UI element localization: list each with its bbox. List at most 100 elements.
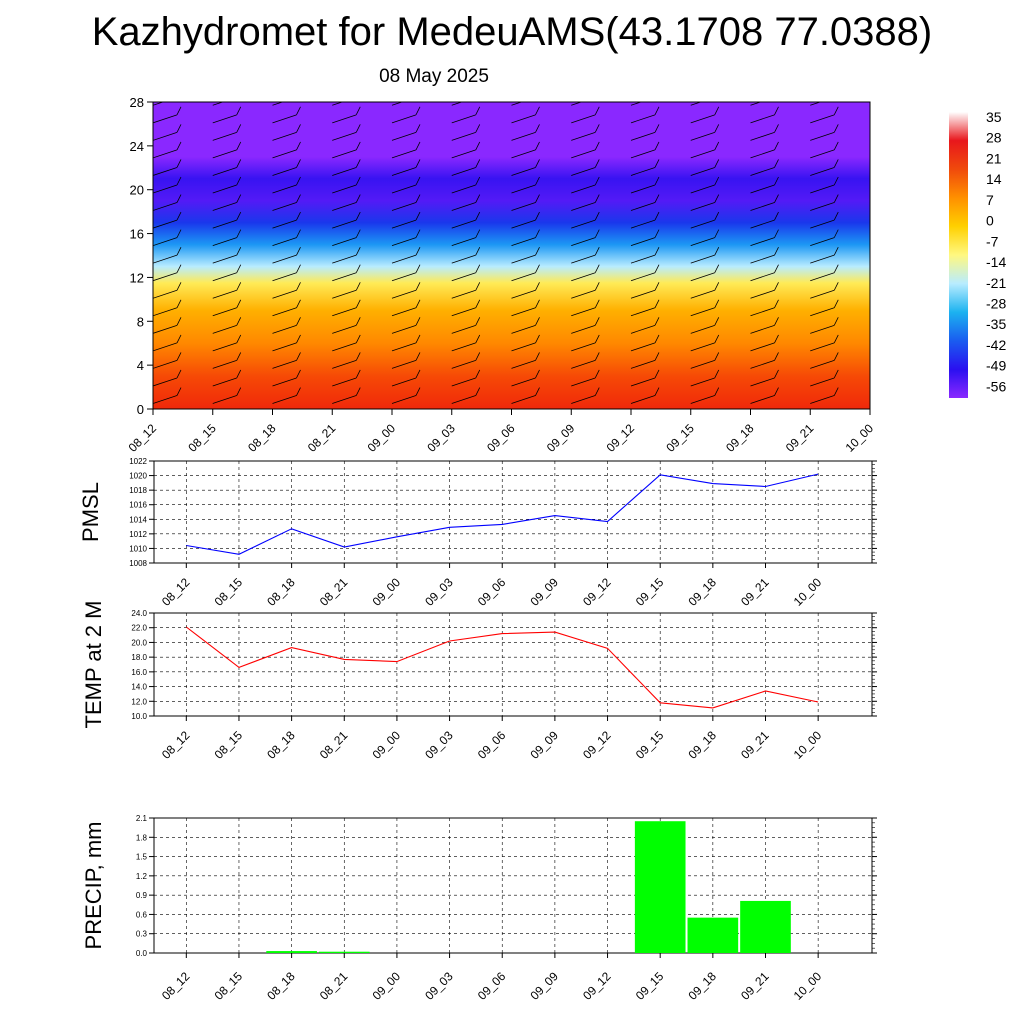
x-tick-label: 08_15 [212, 969, 246, 1003]
wind-barbs [153, 102, 870, 404]
y-tick-label: 18.0 [131, 653, 147, 662]
plot-frame [153, 612, 873, 717]
y-tick-label: 0.3 [136, 930, 148, 939]
colorbar-label: 28 [986, 130, 1002, 146]
plot-frame [153, 460, 873, 564]
precip-bar [687, 917, 739, 953]
x-tick-label: 09_21 [738, 575, 772, 609]
x-tick-label: 09_09 [528, 969, 562, 1003]
series-line [185, 626, 819, 709]
y-tick-label: 1014 [129, 515, 147, 524]
y-tick-label: 20 [130, 183, 144, 198]
y-tick-label: 0.0 [136, 949, 148, 958]
x-tick-label: 08_15 [212, 728, 246, 762]
x-tick-label: 08_18 [264, 575, 298, 609]
pmsl-panel: 1008 1010 1012 1014 1016 1018 1020 1022 08_12 08_… [78, 457, 877, 609]
x-tick-label: 09_03 [424, 421, 458, 455]
x-tick-label: 08_18 [245, 421, 279, 455]
precipitation-panel: 0.0 0.3 0.6 0.9 1.2 1.5 1.8 2.1 08_12 08_15 08_18 0… [81, 814, 877, 1003]
x-tick-label: 09_15 [633, 728, 667, 762]
y-tick-label: 20.0 [131, 638, 147, 647]
y-tick-label: 24 [130, 139, 144, 154]
x-tick-label: 08_21 [317, 969, 351, 1003]
precip-bar [634, 821, 686, 953]
x-tick-label: 09_12 [604, 421, 638, 455]
y-tick-label: 0.9 [136, 891, 148, 900]
x-tick-label: 09_00 [370, 575, 404, 609]
colorbar-label: -42 [986, 337, 1006, 353]
x-tick-label: 10_00 [843, 421, 877, 455]
x-tick-label: 08_21 [317, 575, 351, 609]
colorbar-label: -14 [986, 254, 1006, 270]
y-tick-label: 16.0 [131, 668, 147, 677]
colorbar: 35 28 21 14 7 0 -7 -14 -21 -28 -35 -42 -49 -56 [949, 109, 1006, 398]
x-tick-label: 09_09 [528, 728, 562, 762]
colorbar-label: -35 [986, 316, 1006, 332]
x-tick-label: 08_21 [305, 421, 339, 455]
colorbar-scale [949, 112, 968, 398]
y-tick-label: 4 [137, 358, 144, 373]
y-tick-label: 1.8 [136, 833, 148, 842]
y-tick-label: 1018 [129, 486, 147, 495]
temperature-field [153, 102, 870, 409]
colorbar-label: 35 [986, 109, 1002, 125]
y-tick-label: 1.5 [136, 853, 148, 862]
x-tick-label: 09_06 [475, 969, 509, 1003]
y-axis-label: PMSL [78, 482, 103, 542]
precip-bar [266, 951, 317, 953]
x-tick-label: 10_00 [791, 969, 825, 1003]
chart-subtitle: 08 May 2025 [379, 66, 489, 87]
cross-section-panel: 0 4 8 12 16 20 24 28 08_12 08_15 08_18 08_21 09_00 09… [126, 95, 877, 455]
x-tick-label: 08_12 [159, 575, 193, 609]
x-tick-label: 09_12 [580, 728, 614, 762]
colorbar-label: -7 [986, 233, 999, 249]
x-tick-label: 08_18 [264, 728, 298, 762]
x-tick-label: 09_03 [422, 728, 456, 762]
x-tick-label: 08_12 [159, 728, 193, 762]
x-tick-label: 08_12 [159, 969, 193, 1003]
colorbar-label: 21 [986, 150, 1002, 166]
x-tick-label: 09_00 [370, 728, 404, 762]
y-tick-label: 12.0 [131, 697, 147, 706]
y-tick-label: 10.0 [131, 712, 147, 721]
y-tick-label: 8 [137, 314, 144, 329]
x-tick-label: 09_06 [475, 575, 509, 609]
x-tick-label: 09_00 [370, 969, 404, 1003]
x-tick-label: 09_03 [422, 969, 456, 1003]
y-tick-label: 16 [130, 227, 144, 242]
y-tick-label: 1016 [129, 501, 147, 510]
x-tick-label: 09_18 [685, 575, 719, 609]
y-axis-label: TEMP at 2 M [81, 601, 106, 729]
y-tick-label: 12 [130, 270, 144, 285]
x-tick-label: 09_09 [544, 421, 578, 455]
y-tick-label: 14.0 [131, 683, 147, 692]
x-tick-label: 09_03 [422, 575, 456, 609]
x-tick-label: 08_15 [185, 421, 219, 455]
y-tick-label: 1012 [129, 530, 147, 539]
x-tick-label: 09_00 [365, 421, 399, 455]
colorbar-label: -21 [986, 275, 1006, 291]
x-tick-label: 08_21 [317, 728, 351, 762]
x-tick-label: 09_15 [633, 575, 667, 609]
y-tick-label: 28 [130, 95, 144, 110]
x-tick-label: 10_00 [791, 575, 825, 609]
y-tick-label: 24.0 [131, 609, 147, 618]
x-tick-label: 09_21 [783, 421, 817, 455]
y-tick-label: 0 [137, 402, 144, 417]
colorbar-label: 7 [986, 192, 994, 208]
y-tick-label: 1.2 [136, 872, 148, 881]
series-line [186, 473, 819, 555]
colorbar-label: -56 [986, 378, 1006, 394]
colorbar-label: 14 [986, 171, 1002, 187]
x-tick-label: 09_21 [738, 728, 772, 762]
x-tick-label: 08_15 [212, 575, 246, 609]
x-tick-label: 09_12 [580, 575, 614, 609]
x-tick-label: 09_06 [475, 728, 509, 762]
precip-bar [740, 900, 791, 953]
x-tick-label: 09_12 [580, 969, 614, 1003]
y-axis-label: PRECIP, mm [81, 822, 106, 950]
y-tick-label: 0.6 [136, 910, 148, 919]
y-tick-label: 2.1 [136, 814, 148, 823]
x-tick-label: 09_18 [685, 728, 719, 762]
